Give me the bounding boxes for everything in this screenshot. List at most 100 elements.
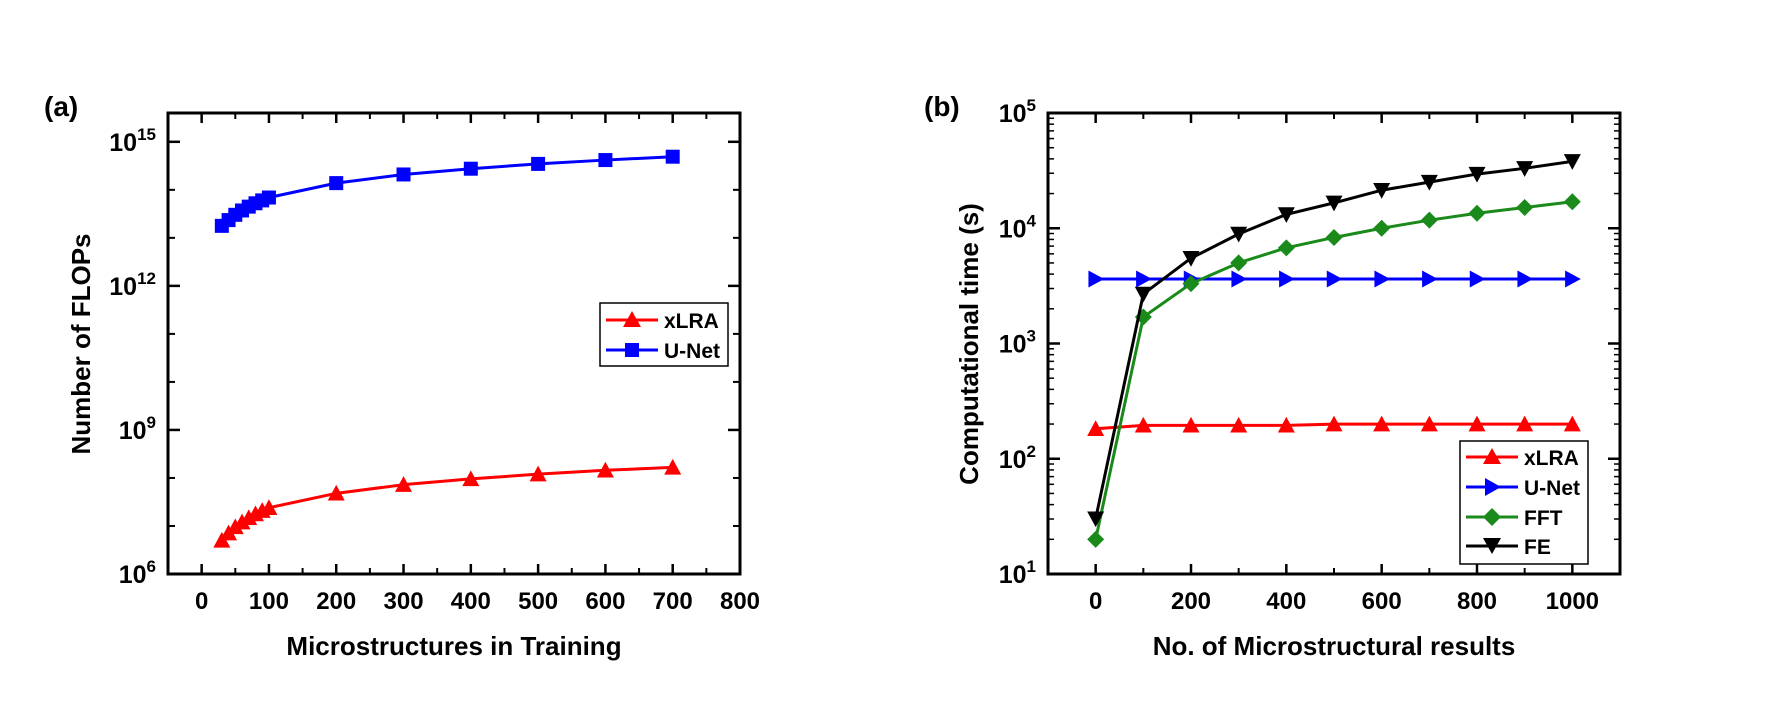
panel-b-series-fe-point-5 <box>1325 195 1343 212</box>
panel-b-legend-fe-label: FE <box>1524 536 1551 559</box>
panel-b-series <box>1087 154 1581 548</box>
panel-a-legend-xlra-label: xLRA <box>664 310 719 333</box>
panel-a-series-unet-point-12 <box>598 153 613 168</box>
panel-b-series-fe-point-7 <box>1420 174 1438 191</box>
panel-a-x-tick-label-0: 0 <box>195 588 208 615</box>
panel-b-legend-xlra-label: xLRA <box>1524 447 1579 470</box>
panel-b-x-tick-label-0: 0 <box>1089 588 1102 615</box>
panel-a-y-tick-label-3: 1015 <box>109 125 156 157</box>
panel-a-x-tick-label-6: 600 <box>585 588 625 615</box>
panel-b-x-tick-label-1: 200 <box>1171 588 1211 615</box>
panel-a-series-unet-point-13 <box>665 149 680 164</box>
panel-b-series-xlra-point-0 <box>1087 420 1105 437</box>
panel-b-series-unet-point-10 <box>1565 270 1581 288</box>
panel-b-series-fe-point-2 <box>1182 250 1200 267</box>
panel-b-series-unet-point-5 <box>1326 270 1343 288</box>
panel-b-legend-fft-label: FFT <box>1524 507 1563 530</box>
panel-b-x-tick-label-3: 600 <box>1362 588 1402 615</box>
panel-a-x-axis-title: Microstructures in Training <box>286 631 621 661</box>
panel-a-x-tick-label-7: 700 <box>653 588 693 615</box>
panel-b-series-fe-point-6 <box>1373 182 1391 199</box>
panel-a-series-unet-point-10 <box>463 161 478 176</box>
panel-b-y-tick-label-1: 102 <box>999 442 1036 474</box>
panel-b-series-xlra-point-10 <box>1563 415 1581 432</box>
panel-a-y-tick-label-2: 1012 <box>109 269 156 301</box>
panel-a: (a) Microstructures in Training Number o… <box>44 91 760 661</box>
panel-a-series-unet-point-7 <box>261 190 276 205</box>
panel-a-series-xlra-point-7 <box>260 499 278 515</box>
panel-b-series-xlra-point-8 <box>1468 415 1486 432</box>
panel-b-series-fe-point-0 <box>1087 511 1105 528</box>
panel-b-series-fe-point-8 <box>1468 166 1486 183</box>
panel-a-series-xlra-point-8 <box>327 484 345 501</box>
panel-b-series-unet-point-1 <box>1136 270 1152 288</box>
panel-a-series-xlra-point-9 <box>395 476 413 492</box>
panel-b-series-fe-point-9 <box>1516 161 1534 177</box>
panel-b-series-fft-point-8 <box>1468 204 1486 222</box>
panel-b-y-tick-label-2: 103 <box>999 327 1036 359</box>
panel-b-legend-fe-marker <box>1483 538 1501 554</box>
panel-b-series-fe-point-4 <box>1277 207 1295 223</box>
panel-b-series-xlra-point-2 <box>1182 416 1200 433</box>
panel-b: (b) No. of Microstructural results Compu… <box>924 91 1622 661</box>
panel-a-series-unet-line <box>220 155 673 227</box>
panel-b-series-fft-point-7 <box>1420 211 1438 229</box>
panel-a-series-unet-point-9 <box>396 167 411 182</box>
panel-b-series-fft-point-0 <box>1087 530 1105 548</box>
panel-b-x-tick-label-5: 1000 <box>1546 588 1599 615</box>
panel-b-series-xlra-point-4 <box>1277 416 1295 433</box>
panel-a-y-axis-title: Number of FLOPs <box>66 233 96 454</box>
panel-a-x-tick-label-5: 500 <box>518 588 558 615</box>
panel-b-legend-fft-marker <box>1483 508 1501 526</box>
panel-b-series-unet-point-9 <box>1517 270 1534 288</box>
panel-a-x-tick-label-2: 200 <box>316 588 356 615</box>
panel-b-x-axis-title: No. of Microstructural results <box>1153 631 1516 661</box>
panel-a-y-tick-label-1: 109 <box>119 413 156 445</box>
panel-a-series-unet-point-8 <box>329 176 344 191</box>
panel-a-series-xlra-point-3 <box>233 513 251 530</box>
panel-b-series-fft-point-6 <box>1373 219 1391 237</box>
panel-a-legend-unet-marker <box>625 343 639 357</box>
panel-a-x-tick-label-3: 300 <box>384 588 424 615</box>
panel-b-y-tick-label-0: 101 <box>999 557 1036 589</box>
panel-b-series-fft-point-3 <box>1230 254 1248 272</box>
panel-b-series-xlra-point-7 <box>1420 415 1438 432</box>
panel-a-series-xlra-point-12 <box>596 461 614 478</box>
panel-b-series-unet-point-8 <box>1469 270 1486 288</box>
panel-a-series-unet-point-11 <box>531 156 546 171</box>
panel-b-y-tick-label-3: 104 <box>999 211 1037 243</box>
panel-b-series-fft-point-5 <box>1325 228 1343 246</box>
panel-b-legend-unet-label: U-Net <box>1524 477 1580 500</box>
panel-a-series-xlra-point-13 <box>664 458 682 475</box>
panel-b-series-xlra-point-9 <box>1516 415 1534 432</box>
panel-b-series-fft-point-9 <box>1516 199 1534 217</box>
panel-b-series-unet-point-6 <box>1374 270 1391 288</box>
panel-b-x-tick-label-4: 800 <box>1457 588 1497 615</box>
panel-b-series-unet-point-0 <box>1088 270 1105 288</box>
panel-b-series-fe-point-1 <box>1134 286 1152 303</box>
panel-b-x-tick-label-2: 400 <box>1266 588 1306 615</box>
panel-b-legend: xLRA U-Net FFT FE <box>1459 440 1589 565</box>
panel-a-legend-xlra-marker <box>623 311 641 327</box>
panel-a-plot-frame <box>166 111 742 576</box>
panel-b-series-fft-point-4 <box>1277 239 1295 257</box>
panel-a-x-tick-label-8: 800 <box>720 588 760 615</box>
panel-b-series-fft-point-10 <box>1563 193 1581 211</box>
panel-a-x-tick-label-4: 400 <box>451 588 491 615</box>
panel-b-legend-unet-marker <box>1485 478 1501 496</box>
panel-b-series-xlra-point-1 <box>1134 416 1152 433</box>
panel-b-label: (b) <box>924 91 960 122</box>
panel-b-legend-frame <box>1459 440 1589 565</box>
panel-a-series <box>213 149 682 548</box>
panel-a-legend-unet-label: U-Net <box>664 340 720 363</box>
panel-a-series-xlra-line <box>220 465 673 542</box>
panel-b-series-fe-point-10 <box>1563 154 1581 170</box>
panel-b-series-xlra-point-5 <box>1325 415 1343 432</box>
panel-b-series-xlra-point-3 <box>1230 416 1248 433</box>
panel-b-ticks: 0 200 400 600 800 1000 101 102 103 104 105 <box>999 96 1620 615</box>
panel-a-label: (a) <box>44 91 78 122</box>
panel-b-series-fe-point-3 <box>1230 226 1248 243</box>
panel-a-x-tick-label-1: 100 <box>249 588 289 615</box>
panel-a-legend-frame <box>599 302 729 367</box>
